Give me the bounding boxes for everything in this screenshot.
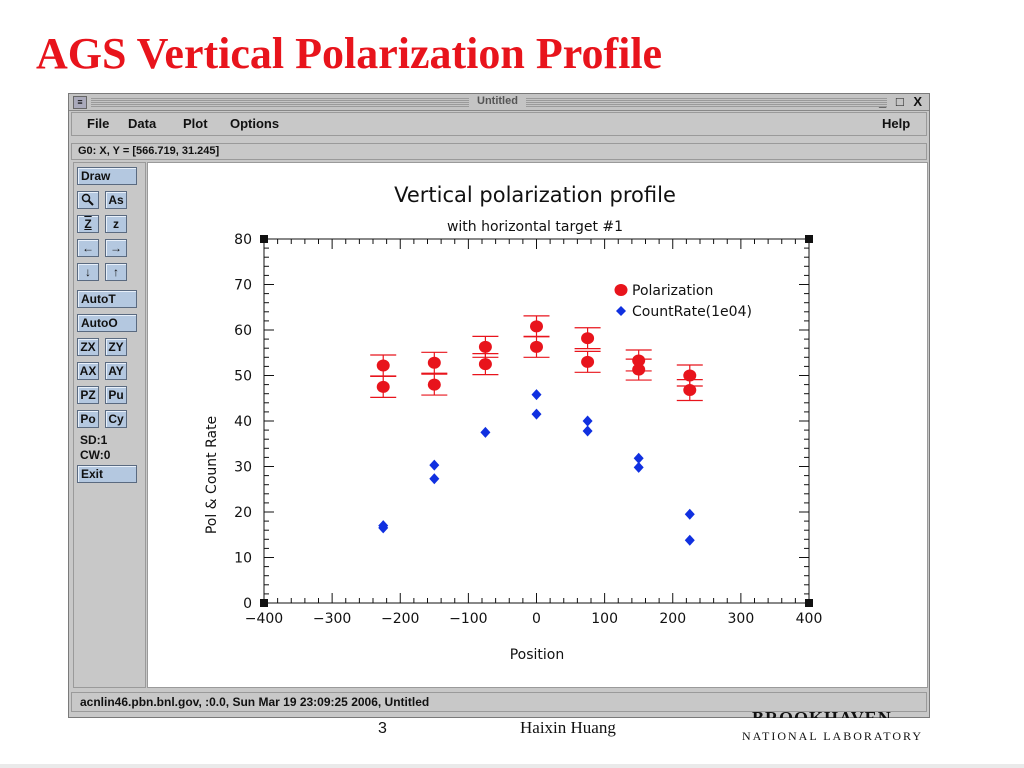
polarization-point [683,384,697,397]
polarization-point [478,340,492,353]
countrate-point [429,459,440,471]
countrate-point [633,461,644,473]
page-number: 3 [378,720,387,737]
legend-polarization-label: Polarization [632,283,713,299]
polarization-point [581,332,595,345]
pu-button[interactable]: Pu [105,386,127,404]
plot-canvas[interactable]: Vertical polarization profile with horiz… [147,162,928,688]
cursor-coordinates: G0: X, Y = [566.719, 31.245] [71,143,927,160]
zoom-z-button[interactable]: Z [77,215,99,233]
polarization-point [530,320,543,333]
zy-button[interactable]: ZY [105,338,127,356]
polarization-point [478,358,492,371]
polarization-point [632,363,646,376]
autoo-button[interactable]: AutoO [77,314,137,332]
countrate-point [684,534,695,546]
app-window: ≡ Untitled _ □ X File Data Plot Options … [68,93,930,718]
z-button[interactable]: z [105,215,127,233]
exit-button[interactable]: Exit [77,465,137,483]
polarization-point [530,340,543,353]
polarization-point [581,355,595,368]
countrate-point [378,522,389,534]
po-button[interactable]: Po [77,410,99,428]
legend-polarization-marker [614,284,628,296]
tool-palette: Draw As Z z ← → ↓ ↑ AutoT AutoO ZX ZY AX… [73,162,146,688]
polarization-point [683,369,697,382]
countrate-point [582,415,593,427]
legend-countrate-marker [616,306,626,316]
menu-file[interactable]: File [87,116,110,131]
lab-logo: BROOKHAVEN NATIONAL LABORATORY [740,708,940,748]
plot-frame [263,238,810,604]
autoscale-button[interactable]: As [105,191,127,209]
logo-wordmark: BROOKHAVEN [752,708,892,718]
x-tick-label: 100 [591,611,618,627]
draw-button[interactable]: Draw [77,167,137,185]
y-tick-label: 40 [234,414,252,430]
y-axis-label: Pol & Count Rate [204,416,220,534]
y-tick-label: 10 [234,551,252,567]
cy-button[interactable]: Cy [105,410,127,428]
countrate-point [480,426,491,438]
y-tick-label: 20 [234,505,252,521]
countrate-point [531,408,542,420]
x-tick-label: 0 [532,611,541,627]
x-tick-label: −300 [313,611,351,627]
autot-button[interactable]: AutoT [77,290,137,308]
pan-right-button[interactable]: → [105,239,127,257]
y-tick-label: 30 [234,460,252,476]
pz-button[interactable]: PZ [77,386,99,404]
countrate-point [429,473,440,485]
menu-plot[interactable]: Plot [183,116,208,131]
slide-bottom-rule [0,764,1024,768]
chart-title: Vertical polarization profile [394,183,676,207]
polarization-point [376,359,390,372]
menu-options[interactable]: Options [230,116,280,131]
window-titlebar[interactable]: ≡ Untitled _ □ X [69,94,929,111]
countrate-point [531,389,542,401]
x-tick-label: −400 [245,611,283,627]
logo-subtitle: NATIONAL LABORATORY [742,729,924,743]
window-menu-icon[interactable]: ≡ [73,96,87,109]
chart-subtitle: with horizontal target #1 [447,219,623,235]
x-tick-label: −100 [449,611,487,627]
zx-button[interactable]: ZX [77,338,99,356]
y-tick-label: 0 [243,596,252,612]
window-title: Untitled [469,95,526,107]
status-bar: acnlin46.pbn.bnl.gov, :0.0, Sun Mar 19 2… [71,692,927,712]
y-tick-label: 70 [234,278,252,294]
polarization-point [376,380,390,393]
pan-down-button[interactable]: ↓ [77,263,99,281]
chart-svg: Vertical polarization profile with horiz… [204,183,823,663]
countrate-point [582,425,593,437]
pan-left-button[interactable]: ← [77,239,99,257]
zoom-button[interactable] [77,191,99,209]
sd-label: SD:1 [80,433,108,447]
legend-countrate-label: CountRate(1e04) [632,304,752,320]
x-axis-label: Position [510,647,565,663]
ax-button[interactable]: AX [77,362,99,380]
countrate-point [633,452,644,464]
polarization-point [427,378,441,391]
menu-data[interactable]: Data [128,116,157,131]
menubar: File Data Plot Options Help [71,112,927,136]
ay-button[interactable]: AY [105,362,127,380]
cw-label: CW:0 [80,448,111,462]
window-controls[interactable]: _ □ X [879,94,925,109]
y-tick-label: 50 [234,369,252,385]
x-tick-label: −200 [381,611,419,627]
author-name: Haixin Huang [520,718,616,737]
x-tick-label: 300 [728,611,755,627]
x-tick-label: 200 [659,611,686,627]
y-tick-label: 60 [234,323,252,339]
menu-help[interactable]: Help [882,116,911,131]
y-tick-label: 80 [234,232,252,248]
x-tick-label: 400 [796,611,823,627]
polarization-point [427,356,441,369]
magnifier-icon [81,193,94,206]
pan-up-button[interactable]: ↑ [105,263,127,281]
countrate-point [684,508,695,520]
slide-title: AGS Vertical Polarization Profile [36,29,663,78]
